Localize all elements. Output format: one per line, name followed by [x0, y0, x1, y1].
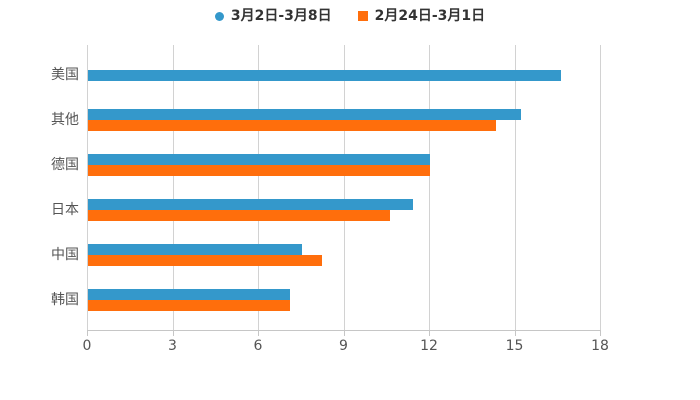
bar-series-1[interactable] — [88, 244, 302, 255]
y-axis-line — [87, 45, 88, 330]
bar-series-2[interactable] — [88, 255, 322, 266]
bar-series-1[interactable] — [88, 199, 413, 210]
bar-series-2[interactable] — [88, 210, 391, 221]
gridline — [514, 45, 516, 330]
legend-label: 3月2日-3月8日 — [230, 8, 332, 24]
legend-item-week-current[interactable]: 3月2日-3月8日 — [214, 8, 332, 24]
category-label: 中国 — [51, 247, 79, 263]
x-tick-label: 18 — [591, 338, 609, 354]
category-label: 德国 — [51, 157, 79, 173]
x-axis-tick — [429, 330, 430, 336]
gridline — [600, 45, 601, 330]
category-label: 美国 — [51, 67, 79, 83]
x-axis-line — [87, 330, 601, 331]
gridline — [172, 45, 174, 330]
x-axis-tick — [600, 330, 601, 336]
bar-series-2[interactable] — [88, 300, 291, 311]
bar-series-1[interactable] — [88, 289, 291, 300]
circle-marker-icon — [214, 11, 224, 21]
gridline — [429, 45, 430, 330]
x-tick-label: 0 — [82, 338, 92, 354]
gridline — [343, 45, 345, 330]
category-label: 其他 — [51, 112, 79, 128]
square-marker-icon — [357, 11, 368, 21]
legend: 3月2日-3月8日 2月24日-3月1日 — [0, 6, 700, 26]
x-axis-tick — [343, 330, 345, 336]
category-label: 韩国 — [51, 292, 79, 308]
gridline — [258, 45, 259, 330]
x-tick-label: 3 — [168, 338, 177, 354]
x-tick-label: 9 — [339, 338, 348, 354]
x-tick-label: 12 — [420, 338, 438, 354]
legend-label: 2月24日-3月1日 — [374, 8, 486, 24]
bar-series-2[interactable] — [88, 120, 496, 131]
bar-series-2[interactable] — [88, 165, 430, 176]
x-tick-label: 15 — [505, 338, 524, 354]
x-tick-label: 6 — [253, 338, 263, 354]
x-axis-tick — [258, 330, 259, 336]
category-label: 日本 — [51, 202, 79, 218]
x-axis-tick — [172, 330, 174, 336]
bar-series-1[interactable] — [88, 69, 562, 81]
bar-series-1[interactable] — [88, 109, 522, 120]
x-axis-tick — [514, 330, 516, 336]
bar-series-1[interactable] — [88, 154, 430, 165]
legend-item-week-previous[interactable]: 2月24日-3月1日 — [357, 8, 486, 24]
x-axis-tick — [87, 330, 88, 336]
